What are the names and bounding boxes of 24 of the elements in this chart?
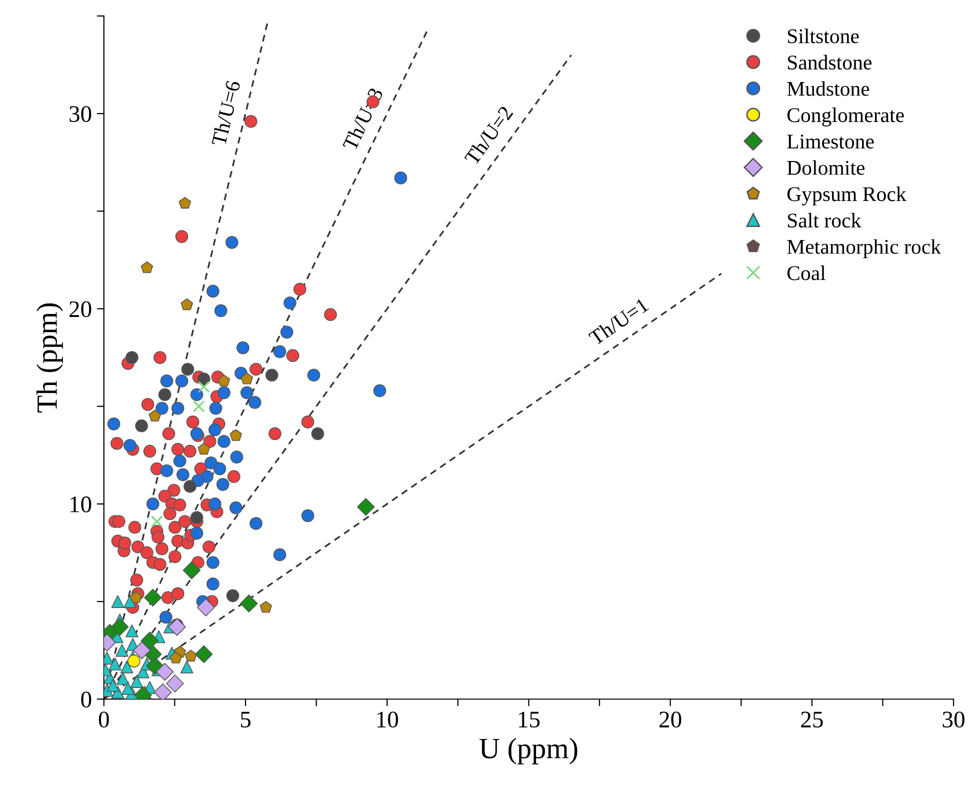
y-tick-label: 10: [70, 496, 92, 512]
legend-label: Gypsum Rock: [787, 186, 906, 206]
x-axis-title: U (ppm): [480, 738, 578, 764]
y-tick-label: 0: [81, 692, 92, 708]
x-tick-label: 20: [660, 712, 682, 728]
x-tick-label: 15: [518, 712, 540, 728]
legend-label: Mudstone: [787, 81, 870, 96]
legend-label: Conglomerate: [787, 108, 904, 126]
x-tick-label: 25: [801, 712, 823, 728]
y-tick-label: 30: [70, 106, 92, 122]
legend-label: Limestone: [787, 134, 874, 149]
legend-label: Salt rock: [788, 212, 862, 228]
legend-label: Sandstone: [788, 54, 872, 70]
y-axis-title: Th (ppm): [36, 303, 63, 413]
x-tick-label: 30: [942, 712, 964, 728]
annotation: Th/U=6: [210, 80, 241, 147]
legend-label: Metamorphic rock: [787, 239, 942, 258]
x-tick-label: 0: [98, 712, 109, 728]
y-tick-label: 20: [70, 301, 92, 318]
legend-label: Dolomite: [787, 160, 865, 175]
x-tick-label: 5: [240, 712, 250, 728]
legend-label: Siltstone: [788, 28, 859, 44]
x-tick-label: 10: [377, 712, 398, 728]
legend-label: Coal: [787, 266, 826, 280]
